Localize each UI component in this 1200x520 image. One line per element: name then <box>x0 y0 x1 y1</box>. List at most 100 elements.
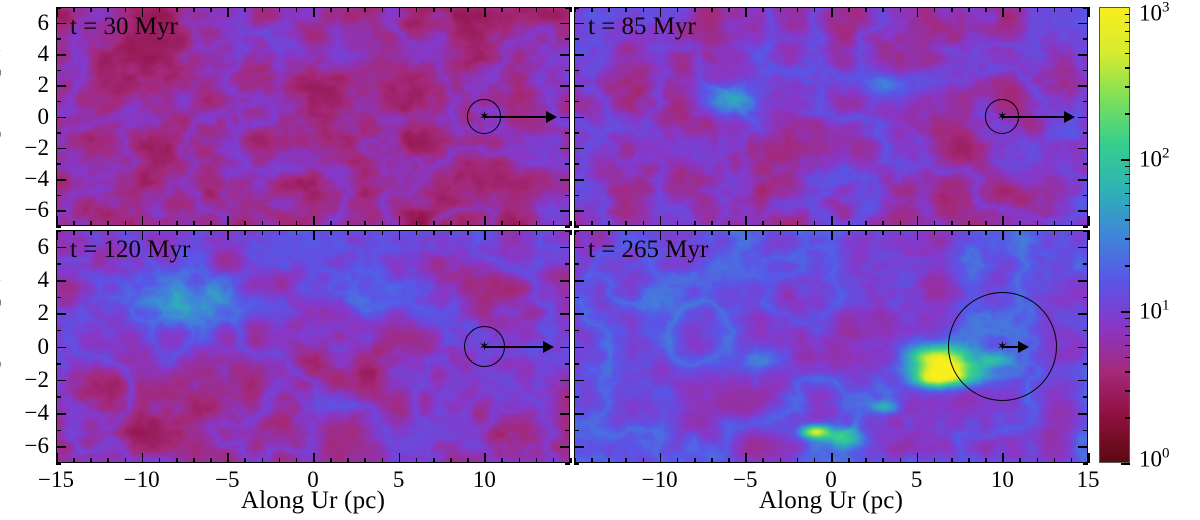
colorbar-tick-label: 102 <box>1139 146 1170 173</box>
x-tick-minor <box>175 7 178 12</box>
x-tick-minor <box>278 7 281 12</box>
y-tick-minor <box>565 463 570 465</box>
x-tick-minor <box>518 230 521 235</box>
x-tick-label: 5 <box>392 467 405 492</box>
x-tick-minor <box>848 221 850 226</box>
x-tick-minor <box>591 7 593 12</box>
y-tick-major <box>1078 313 1088 315</box>
x-tick-minor <box>244 221 247 226</box>
x-tick-minor <box>244 7 247 12</box>
x-tick-minor <box>193 230 195 235</box>
x-tick-minor <box>591 230 593 235</box>
x-tick-minor <box>415 7 418 12</box>
colorbar-tick-minor <box>1125 86 1130 88</box>
y-tick-minor <box>565 296 570 299</box>
colorbar-tick-minor <box>1125 317 1130 320</box>
x-tick-major <box>916 216 919 226</box>
x-tick-minor <box>779 458 782 463</box>
x-tick-minor <box>570 458 572 463</box>
x-tick-minor <box>796 221 799 226</box>
x-tick-major <box>745 230 747 240</box>
y-tick-label: 0 <box>37 333 50 359</box>
y-tick-minor <box>574 329 579 332</box>
x-tick-minor <box>381 221 384 226</box>
x-tick-minor <box>985 221 987 226</box>
x-tick-major <box>398 216 401 226</box>
x-tick-minor <box>591 221 593 226</box>
x-tick-minor <box>1019 230 1022 235</box>
x-tick-minor <box>193 7 195 12</box>
panel-title: t = 265 Myr <box>588 236 709 263</box>
x-tick-minor <box>848 230 850 235</box>
colorbar-tick-minor <box>1125 21 1130 24</box>
y-tick-minor <box>574 230 579 232</box>
colorbar-tick-minor <box>1125 182 1130 185</box>
x-tick-minor <box>210 221 212 226</box>
x-tick-minor <box>1070 230 1073 235</box>
y-tick-major <box>560 313 570 315</box>
x-tick-minor <box>848 7 850 12</box>
y-tick-minor <box>574 463 579 465</box>
x-tick-minor <box>278 221 281 226</box>
x-tick-minor <box>450 221 452 226</box>
x-tick-minor <box>950 7 953 12</box>
x-tick-minor <box>882 7 884 12</box>
x-tick-minor <box>899 458 902 463</box>
x-tick-major <box>916 7 919 17</box>
x-tick-major <box>484 216 486 226</box>
y-tick-minor <box>1083 463 1088 465</box>
y-tick-label: 2 <box>37 300 50 326</box>
x-tick-major <box>484 230 486 240</box>
y-tick-major <box>56 85 66 87</box>
y-tick-minor <box>56 132 61 134</box>
x-tick-minor <box>552 458 555 463</box>
colorbar-tick-minor <box>1125 334 1130 337</box>
x-tick-minor <box>608 458 610 463</box>
y-tick-major <box>1078 147 1088 150</box>
x-tick-minor <box>124 230 127 235</box>
x-tick-minor <box>261 221 264 226</box>
y-tick-major <box>560 446 570 448</box>
x-tick-minor <box>1070 458 1073 463</box>
x-tick-minor <box>501 221 504 226</box>
y-tick-minor <box>565 226 570 228</box>
x-tick-minor <box>278 230 281 235</box>
x-tick-major <box>831 7 833 17</box>
x-tick-label: 10 <box>990 467 1014 492</box>
y-tick-major <box>574 22 584 25</box>
velocity-arrow-head <box>1017 340 1029 353</box>
x-tick-minor <box>574 221 576 226</box>
x-tick-major <box>659 453 662 463</box>
x-tick-minor <box>865 221 867 226</box>
colorbar-tick-major <box>1121 311 1130 313</box>
x-tick-minor <box>415 458 418 463</box>
y-tick-minor <box>1083 363 1088 365</box>
velocity-arrow-line <box>484 345 543 348</box>
y-tick-minor <box>56 194 61 197</box>
colorbar-tick-minor <box>1125 371 1130 373</box>
y-tick-major <box>56 346 66 349</box>
velocity-arrow-line <box>1002 115 1064 118</box>
x-tick-major <box>916 453 919 463</box>
x-tick-major <box>313 216 315 226</box>
x-tick-major <box>745 453 747 463</box>
y-tick-major <box>1078 210 1088 212</box>
x-tick-minor <box>762 221 765 226</box>
x-tick-minor <box>642 458 645 463</box>
x-tick-minor <box>73 221 75 226</box>
x-tick-minor <box>261 7 264 12</box>
y-tick-minor <box>1083 132 1088 134</box>
x-tick-minor <box>107 7 109 12</box>
x-tick-minor <box>779 7 782 12</box>
panel-title: t = 85 Myr <box>588 13 696 40</box>
x-tick-major <box>659 216 662 226</box>
y-tick-label: 6 <box>37 233 50 259</box>
y-tick-minor <box>574 194 579 197</box>
colorbar-tick-minor <box>1125 219 1130 221</box>
x-tick-minor <box>711 7 713 12</box>
y-tick-major <box>56 53 66 56</box>
x-tick-major <box>398 230 401 240</box>
x-tick-minor <box>608 230 610 235</box>
x-tick-minor <box>90 221 92 226</box>
